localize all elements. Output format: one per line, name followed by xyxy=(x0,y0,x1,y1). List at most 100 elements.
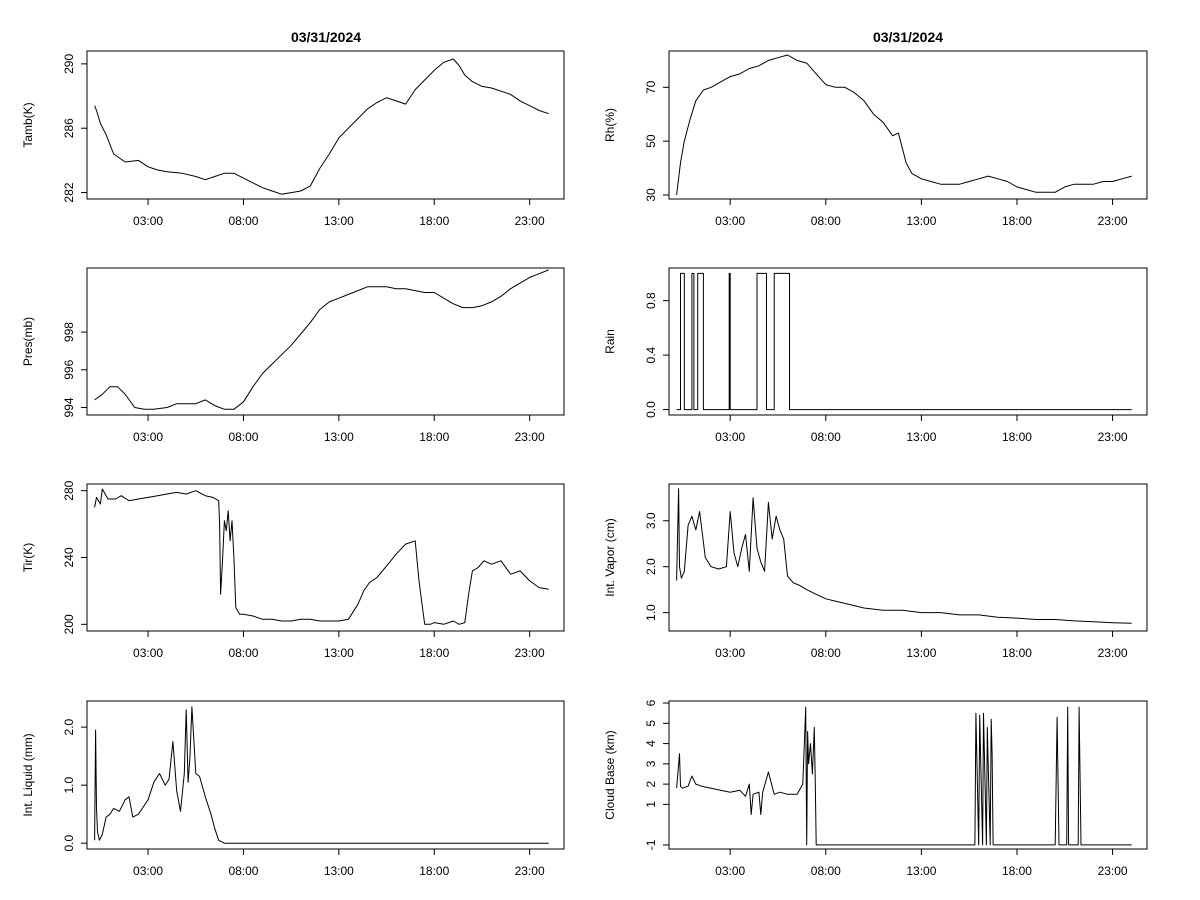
y-axis-label-rh: Rh(%) xyxy=(603,108,617,142)
x-tick-label-tir-4: 23:00 xyxy=(515,646,545,660)
plot-frame-tir xyxy=(86,483,565,632)
x-tick-label-liquid-4: 23:00 xyxy=(515,864,545,878)
x-tick-label-tir-2: 13:00 xyxy=(324,646,354,660)
y-tick-label-cloud-2: 2 xyxy=(644,780,658,787)
panel-cloud: 03:00 08:00 13:00 18:00 23:00 -1 1 2 3 4 5 6 Cloud B… xyxy=(603,699,1148,878)
x-tick-label-cloud-1: 08:00 xyxy=(811,864,841,878)
x-tick-label-tir-1: 08:00 xyxy=(228,646,258,660)
panel-rain: 03:00 08:00 13:00 18:00 23:00 0.0 0.4 0.8 Rain xyxy=(603,267,1148,444)
x-tick-label-cloud-4: 23:00 xyxy=(1098,864,1128,878)
x-tick-label-vapor-3: 18:00 xyxy=(1002,646,1032,660)
x-tick-label-rain-1: 08:00 xyxy=(811,430,841,444)
series-line-vapor-0 xyxy=(676,488,1132,624)
x-tick-label-rh-4: 23:00 xyxy=(1098,214,1128,228)
x-tick-label-vapor-1: 08:00 xyxy=(811,646,841,660)
x-tick-label-tamb-0: 03:00 xyxy=(133,214,163,228)
y-tick-label-cloud-5: 5 xyxy=(644,720,658,727)
y-tick-label-liquid-0: 0.0 xyxy=(62,835,76,852)
y-tick-label-rain-0: 0.0 xyxy=(644,401,658,418)
x-tick-label-rain-4: 23:00 xyxy=(1098,430,1128,444)
series-line-tir-0 xyxy=(94,488,549,625)
y-tick-label-tir-0: 200 xyxy=(62,614,76,634)
y-tick-label-cloud-0: -1 xyxy=(644,839,658,850)
y-tick-label-pres-1: 996 xyxy=(62,359,76,379)
x-tick-label-tamb-3: 18:00 xyxy=(419,214,449,228)
left-column-title: 03/31/2024 xyxy=(291,29,361,45)
series-line-cloud-0 xyxy=(676,706,1132,846)
y-tick-label-rain-1: 0.4 xyxy=(644,346,658,363)
x-tick-label-liquid-0: 03:00 xyxy=(133,864,163,878)
series-line-rh-0 xyxy=(676,54,1132,196)
y-tick-label-tamb-1: 286 xyxy=(62,118,76,138)
y-axis-label-pres: Pres(mb) xyxy=(21,317,35,366)
x-tick-label-tir-0: 03:00 xyxy=(133,646,163,660)
x-tick-label-pres-1: 08:00 xyxy=(228,430,258,444)
x-tick-label-rain-3: 18:00 xyxy=(1002,430,1032,444)
series-line-pres-0 xyxy=(94,269,549,410)
y-axis-label-tir: Tir(K) xyxy=(21,543,35,573)
x-tick-label-vapor-4: 23:00 xyxy=(1098,646,1128,660)
panel-vapor: 03:00 08:00 13:00 18:00 23:00 1.0 2.0 3.0 Int. V… xyxy=(603,483,1148,660)
y-tick-label-tir-2: 280 xyxy=(62,480,76,500)
y-tick-label-vapor-2: 3.0 xyxy=(644,512,658,529)
panel-tamb: 03:00 08:00 13:00 18:00 23:00 282 286 290 Tamb(K… xyxy=(21,50,565,228)
series-line-tamb-0 xyxy=(94,58,549,195)
plot-frame-pres xyxy=(86,267,565,416)
y-axis-label-liquid: Int. Liquid (mm) xyxy=(21,733,35,816)
series-line-rain-0 xyxy=(676,272,1132,411)
y-tick-label-cloud-3: 3 xyxy=(644,760,658,767)
panel-tir: 03:00 08:00 13:00 18:00 23:00 200 240 280 Tir(K) xyxy=(21,480,565,660)
y-axis-label-cloud: Cloud Base (km) xyxy=(603,730,617,819)
y-axis-label-tamb: Tamb(K) xyxy=(21,102,35,147)
x-tick-label-pres-3: 18:00 xyxy=(419,430,449,444)
x-tick-label-cloud-3: 18:00 xyxy=(1002,864,1032,878)
y-axis-label-rain: Rain xyxy=(603,329,617,354)
y-tick-label-cloud-4: 4 xyxy=(644,740,658,747)
x-tick-label-tir-3: 18:00 xyxy=(419,646,449,660)
y-tick-label-rh-2: 70 xyxy=(644,80,658,94)
x-tick-label-rain-0: 03:00 xyxy=(715,430,745,444)
x-tick-label-pres-0: 03:00 xyxy=(133,430,163,444)
y-tick-label-vapor-1: 2.0 xyxy=(644,558,658,575)
x-tick-label-rh-3: 18:00 xyxy=(1002,214,1032,228)
x-tick-label-liquid-1: 08:00 xyxy=(228,864,258,878)
x-tick-label-tamb-2: 13:00 xyxy=(324,214,354,228)
y-tick-label-liquid-1: 1.0 xyxy=(62,776,76,793)
x-tick-label-rain-2: 13:00 xyxy=(906,430,936,444)
panel-liquid: 03:00 08:00 13:00 18:00 23:00 0.0 1.0 2.0 Int. L… xyxy=(21,700,565,878)
y-tick-label-rain-2: 0.8 xyxy=(644,292,658,309)
y-tick-label-pres-0: 994 xyxy=(62,397,76,417)
y-tick-label-rh-0: 30 xyxy=(644,188,658,202)
y-tick-label-tir-1: 240 xyxy=(62,547,76,567)
x-tick-label-rh-0: 03:00 xyxy=(715,214,745,228)
x-tick-label-tamb-4: 23:00 xyxy=(515,214,545,228)
x-tick-label-vapor-0: 03:00 xyxy=(715,646,745,660)
y-tick-label-rh-1: 50 xyxy=(644,134,658,148)
x-tick-label-liquid-2: 13:00 xyxy=(324,864,354,878)
x-tick-label-cloud-0: 03:00 xyxy=(715,864,745,878)
right-column-title: 03/31/2024 xyxy=(873,29,943,45)
x-tick-label-rh-2: 13:00 xyxy=(906,214,936,228)
x-tick-label-liquid-3: 18:00 xyxy=(419,864,449,878)
y-tick-label-tamb-2: 290 xyxy=(62,54,76,74)
panel-rh: 03:00 08:00 13:00 18:00 23:00 30 50 70 Rh(%) xyxy=(603,50,1148,228)
x-tick-label-pres-2: 13:00 xyxy=(324,430,354,444)
x-tick-label-tamb-1: 08:00 xyxy=(228,214,258,228)
series-line-liquid-0 xyxy=(94,706,549,844)
y-tick-label-cloud-6: 6 xyxy=(644,699,658,706)
x-tick-label-cloud-2: 13:00 xyxy=(906,864,936,878)
x-tick-label-rh-1: 08:00 xyxy=(811,214,841,228)
y-tick-label-liquid-2: 2.0 xyxy=(62,718,76,735)
plot-frame-tamb xyxy=(86,50,565,200)
plot-frame-cloud xyxy=(668,700,1148,850)
plot-frame-vapor xyxy=(668,483,1148,632)
x-tick-label-vapor-2: 13:00 xyxy=(906,646,936,660)
y-axis-label-vapor: Int. Vapor (cm) xyxy=(603,518,617,596)
y-tick-label-vapor-0: 1.0 xyxy=(644,604,658,621)
y-tick-label-pres-2: 998 xyxy=(62,322,76,342)
x-tick-label-pres-4: 23:00 xyxy=(515,430,545,444)
panel-pres: 03:00 08:00 13:00 18:00 23:00 994 996 998 Pres(m… xyxy=(21,267,565,444)
plot-frame-rain xyxy=(668,267,1148,416)
y-tick-label-tamb-0: 282 xyxy=(62,182,76,202)
